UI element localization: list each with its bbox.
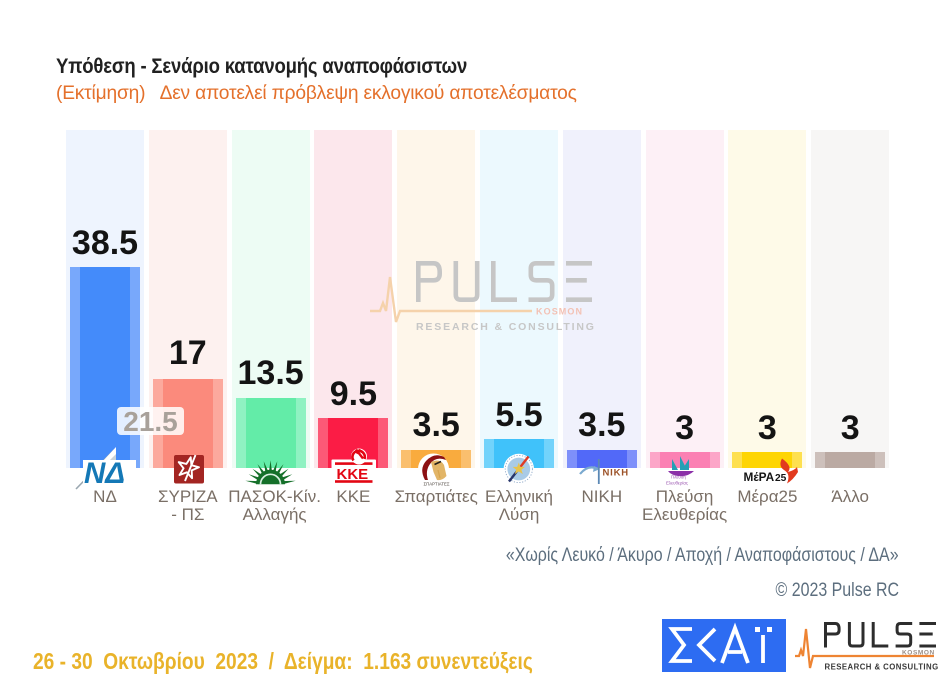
svg-text:ΝΙΚΗ: ΝΙΚΗ xyxy=(603,468,629,479)
svg-text:KOSMON: KOSMON xyxy=(536,307,583,317)
svg-text:ΣΠΑΡΤΙΑΤΕΣ: ΣΠΑΡΤΙΑΤΕΣ xyxy=(424,482,450,487)
svg-text:25: 25 xyxy=(775,473,787,484)
svg-text:ΜέΡΑ: ΜέΡΑ xyxy=(744,470,775,484)
svg-text:ΚΚΕ: ΚΚΕ xyxy=(337,466,369,483)
svg-text:RESEARCH & CONSULTING: RESEARCH & CONSULTING xyxy=(825,663,939,672)
svg-text:Πλεύση: Πλεύση xyxy=(671,475,686,480)
svg-text:Ελευθερίας: Ελευθερίας xyxy=(666,481,688,486)
svg-text:KOSMON: KOSMON xyxy=(902,650,935,657)
svg-text:ΝΔ: ΝΔ xyxy=(84,457,125,490)
svg-text:RESEARCH & CONSULTING: RESEARCH & CONSULTING xyxy=(416,321,596,333)
